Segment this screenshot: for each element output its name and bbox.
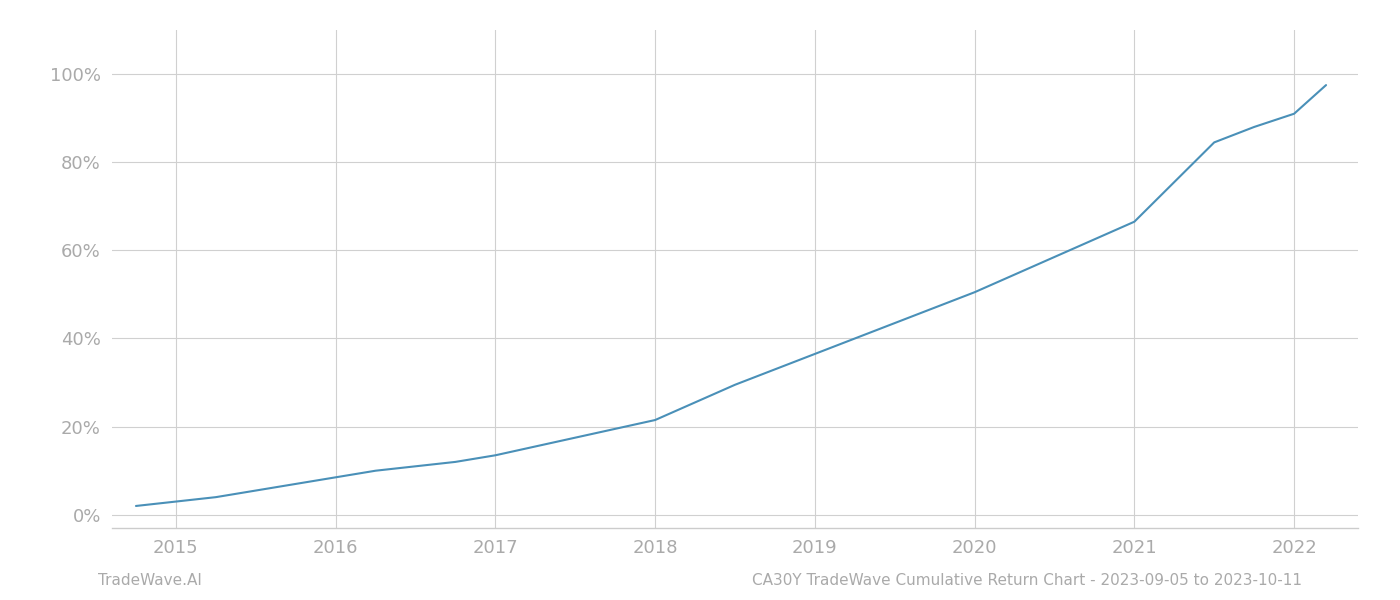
Text: CA30Y TradeWave Cumulative Return Chart - 2023-09-05 to 2023-10-11: CA30Y TradeWave Cumulative Return Chart … [752,573,1302,588]
Text: TradeWave.AI: TradeWave.AI [98,573,202,588]
